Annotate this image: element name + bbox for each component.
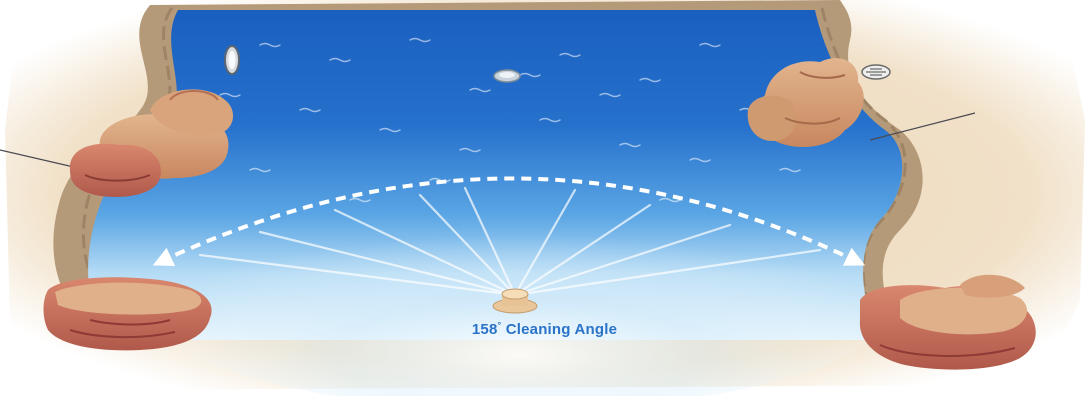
floor-drain-icon bbox=[493, 69, 521, 83]
pool-light-icon bbox=[224, 45, 240, 75]
cleaning-nozzle-icon bbox=[492, 288, 538, 314]
angle-label: Cleaning Angle bbox=[505, 321, 618, 338]
skimmer-drain-icon bbox=[861, 64, 891, 80]
supply-pipes bbox=[0, 112, 976, 169]
pool-water bbox=[88, 10, 903, 396]
cleaning-angle-caption: 158° Cleaning Angle bbox=[0, 320, 1089, 338]
rocks-top-left bbox=[69, 89, 234, 197]
degree-mark: ° bbox=[497, 320, 502, 330]
angle-value: 158 bbox=[471, 321, 498, 338]
cleaning-angle-arc bbox=[152, 176, 866, 266]
rocks-bottom-right bbox=[859, 274, 1036, 370]
rock-bottom-left bbox=[43, 277, 212, 351]
water-ripples bbox=[219, 37, 801, 203]
rocks-top-right bbox=[747, 58, 864, 148]
